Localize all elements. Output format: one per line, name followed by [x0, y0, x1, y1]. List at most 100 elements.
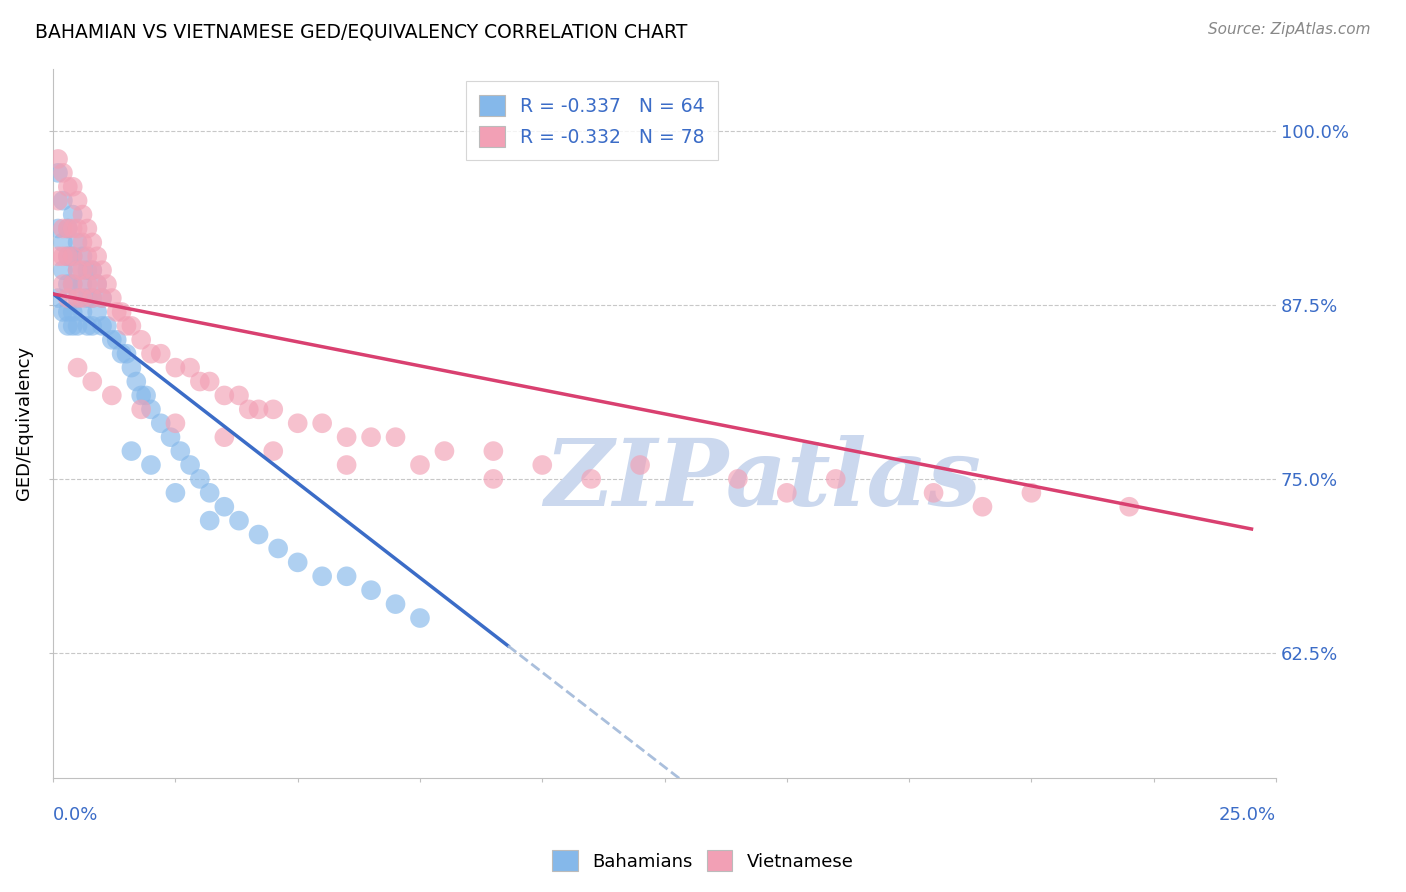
- Point: [1118, 500, 1140, 514]
- Point: [247, 402, 270, 417]
- Point: [110, 347, 132, 361]
- Point: [139, 347, 162, 361]
- Text: Source: ZipAtlas.com: Source: ZipAtlas.com: [1208, 22, 1371, 37]
- Point: [336, 458, 359, 472]
- Point: [46, 291, 69, 305]
- Point: [56, 221, 79, 235]
- Point: [129, 388, 152, 402]
- Point: [56, 291, 79, 305]
- Point: [101, 388, 124, 402]
- Point: [62, 305, 84, 319]
- Point: [66, 291, 89, 305]
- Point: [82, 375, 104, 389]
- Point: [86, 277, 108, 292]
- Point: [115, 318, 138, 333]
- Point: [52, 166, 75, 180]
- Point: [91, 263, 114, 277]
- Point: [82, 291, 104, 305]
- Point: [110, 305, 132, 319]
- Point: [482, 444, 505, 458]
- Point: [101, 333, 124, 347]
- Point: [62, 208, 84, 222]
- Point: [76, 291, 98, 305]
- Point: [198, 375, 221, 389]
- Point: [165, 417, 187, 431]
- Point: [776, 485, 799, 500]
- Point: [149, 347, 172, 361]
- Point: [433, 444, 456, 458]
- Point: [52, 221, 75, 235]
- Point: [72, 208, 94, 222]
- Point: [62, 179, 84, 194]
- Point: [86, 249, 108, 263]
- Point: [52, 249, 75, 263]
- Point: [56, 305, 79, 319]
- Point: [360, 583, 382, 598]
- Point: [384, 430, 406, 444]
- Point: [267, 541, 290, 556]
- Point: [52, 235, 75, 250]
- Text: 0.0%: 0.0%: [53, 806, 98, 824]
- Point: [82, 235, 104, 250]
- Point: [101, 291, 124, 305]
- Point: [56, 221, 79, 235]
- Text: 25.0%: 25.0%: [1219, 806, 1277, 824]
- Point: [165, 360, 187, 375]
- Point: [120, 360, 142, 375]
- Point: [91, 291, 114, 305]
- Point: [238, 402, 260, 417]
- Point: [287, 417, 309, 431]
- Point: [66, 318, 89, 333]
- Point: [188, 472, 211, 486]
- Point: [311, 417, 333, 431]
- Point: [62, 249, 84, 263]
- Point: [336, 430, 359, 444]
- Point: [76, 318, 98, 333]
- Point: [198, 514, 221, 528]
- Point: [228, 388, 250, 402]
- Point: [86, 305, 108, 319]
- Point: [56, 249, 79, 263]
- Point: [135, 388, 157, 402]
- Point: [198, 485, 221, 500]
- Point: [579, 472, 602, 486]
- Point: [125, 375, 148, 389]
- Point: [56, 277, 79, 292]
- Point: [96, 318, 118, 333]
- Point: [214, 388, 236, 402]
- Point: [336, 569, 359, 583]
- Point: [72, 263, 94, 277]
- Point: [66, 263, 89, 277]
- Point: [76, 277, 98, 292]
- Point: [82, 263, 104, 277]
- Point: [76, 263, 98, 277]
- Point: [214, 430, 236, 444]
- Point: [72, 277, 94, 292]
- Point: [1021, 485, 1043, 500]
- Point: [82, 263, 104, 277]
- Point: [46, 194, 69, 208]
- Point: [262, 402, 284, 417]
- Point: [62, 318, 84, 333]
- Point: [311, 569, 333, 583]
- Point: [159, 430, 181, 444]
- Point: [139, 458, 162, 472]
- Point: [66, 235, 89, 250]
- Point: [66, 263, 89, 277]
- Point: [76, 249, 98, 263]
- Point: [72, 305, 94, 319]
- Point: [409, 458, 432, 472]
- Point: [149, 417, 172, 431]
- Point: [287, 555, 309, 569]
- Point: [105, 305, 128, 319]
- Point: [52, 194, 75, 208]
- Point: [628, 458, 651, 472]
- Point: [52, 263, 75, 277]
- Point: [169, 444, 191, 458]
- Point: [82, 318, 104, 333]
- Text: BAHAMIAN VS VIETNAMESE GED/EQUIVALENCY CORRELATION CHART: BAHAMIAN VS VIETNAMESE GED/EQUIVALENCY C…: [35, 22, 688, 41]
- Point: [52, 305, 75, 319]
- Point: [129, 402, 152, 417]
- Point: [62, 221, 84, 235]
- Point: [384, 597, 406, 611]
